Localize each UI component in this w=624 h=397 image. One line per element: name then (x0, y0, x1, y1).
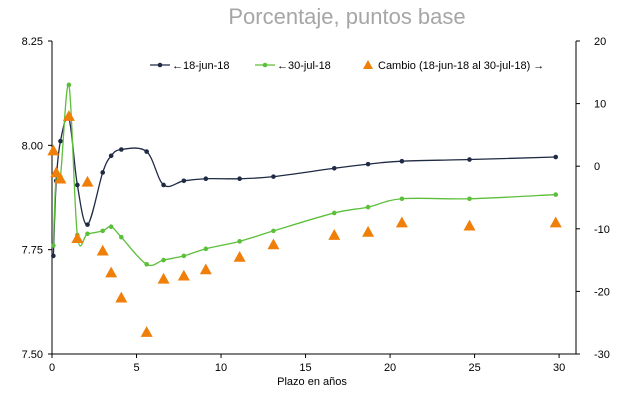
legend-label: ←18-jun-18 (172, 60, 229, 72)
series-2 (51, 82, 559, 267)
data-point (108, 153, 114, 159)
legend-item-1: ←18-jun-18 (150, 60, 229, 72)
data-point (75, 182, 80, 188)
triangle-marker (54, 172, 67, 184)
data-point (108, 224, 114, 230)
y-tick-label-right: -20 (594, 286, 610, 298)
series-1 (51, 115, 559, 259)
data-point (66, 82, 72, 88)
data-point (100, 228, 106, 234)
x-tick-label: 20 (384, 362, 396, 374)
data-point (203, 176, 209, 182)
data-point (365, 204, 371, 210)
data-point (181, 178, 187, 184)
data-point (553, 154, 559, 160)
data-point (51, 253, 56, 259)
data-point (144, 261, 149, 267)
triangle-marker (267, 238, 280, 250)
y-tick-label-left: 8.00 (22, 140, 43, 152)
triangle-marker (199, 263, 212, 275)
data-point (331, 165, 337, 171)
data-point (237, 239, 242, 244)
triangle-marker (177, 269, 190, 281)
legend-label: Cambio (18-jun-18 al 30-jul-18) → (378, 60, 544, 72)
legend-swatch-marker (262, 62, 268, 68)
data-point (51, 243, 56, 248)
data-point (399, 158, 405, 164)
y-tick-label-left: 8.25 (22, 36, 43, 48)
triangle-marker (62, 110, 75, 121)
y-tick-label-left: 7.50 (22, 349, 43, 361)
data-point (144, 149, 149, 154)
data-point (467, 196, 472, 202)
triangle-marker (71, 232, 84, 243)
triangle-marker (140, 326, 153, 337)
legend: ←18-jun-18 ←30-jul-18 Cambio (18-jun-18 al… (150, 60, 544, 72)
data-point (85, 231, 90, 237)
y-tick-label-right: 0 (594, 161, 600, 173)
data-point (271, 228, 276, 234)
data-point (58, 138, 63, 144)
x-tick-label: 0 (49, 362, 55, 374)
triangle-marker (105, 266, 118, 278)
data-point (271, 174, 276, 179)
data-point (237, 176, 242, 182)
x-tick-label: 30 (553, 362, 565, 374)
data-point (203, 246, 209, 252)
triangle-marker (50, 166, 63, 178)
x-axis-label: Plazo en años (277, 376, 347, 388)
triangle-marker (463, 219, 476, 231)
data-point (553, 192, 559, 197)
data-point (399, 196, 405, 202)
legend-swatch-marker (157, 62, 163, 68)
data-point (161, 182, 166, 188)
legend-item-3: Cambio (18-jun-18 al 30-jul-18) → (363, 60, 544, 72)
legend-label: ←30-jul-18 (277, 60, 331, 72)
series-3 (47, 110, 562, 337)
y-tick-label-left: 7.75 (22, 245, 43, 257)
triangle-marker (47, 144, 60, 156)
triangle-marker (328, 229, 341, 240)
triangle-marker (157, 272, 170, 284)
data-point (119, 234, 124, 240)
data-point (100, 170, 106, 175)
legend-item-2: ←30-jul-18 (255, 60, 331, 72)
series-line (52, 83, 556, 267)
x-tick-label: 15 (299, 362, 311, 374)
data-point (85, 222, 90, 227)
data-point (365, 161, 371, 167)
y-tick-label-right: -10 (594, 224, 610, 236)
triangle-marker (81, 175, 94, 187)
triangle-marker (115, 291, 128, 303)
data-point (181, 253, 187, 259)
chart-title: Porcentaje, puntos base (228, 4, 465, 29)
x-tick-label: 10 (215, 362, 227, 374)
data-point (161, 257, 166, 263)
data-point (119, 147, 124, 152)
axes: 0 5 10 15 20 25 30 7.50 7.75 8.00 8.25 -30 -20 -10 0 10… (22, 36, 610, 374)
triangle-marker (96, 244, 109, 256)
series-layer (47, 82, 562, 337)
y-tick-label-right: 10 (594, 99, 606, 111)
data-point (467, 157, 472, 162)
triangle-marker (362, 225, 375, 237)
triangle-marker (395, 216, 408, 228)
x-tick-label: 25 (468, 362, 480, 374)
triangle-marker (549, 216, 562, 228)
series-line (52, 116, 556, 256)
data-point (331, 210, 337, 216)
legend-swatch-triangle (363, 60, 373, 69)
y-tick-label-right: 20 (594, 36, 606, 48)
x-tick-label: 5 (133, 362, 139, 374)
triangle-marker (233, 250, 246, 262)
y-tick-label-right: -30 (594, 349, 610, 361)
